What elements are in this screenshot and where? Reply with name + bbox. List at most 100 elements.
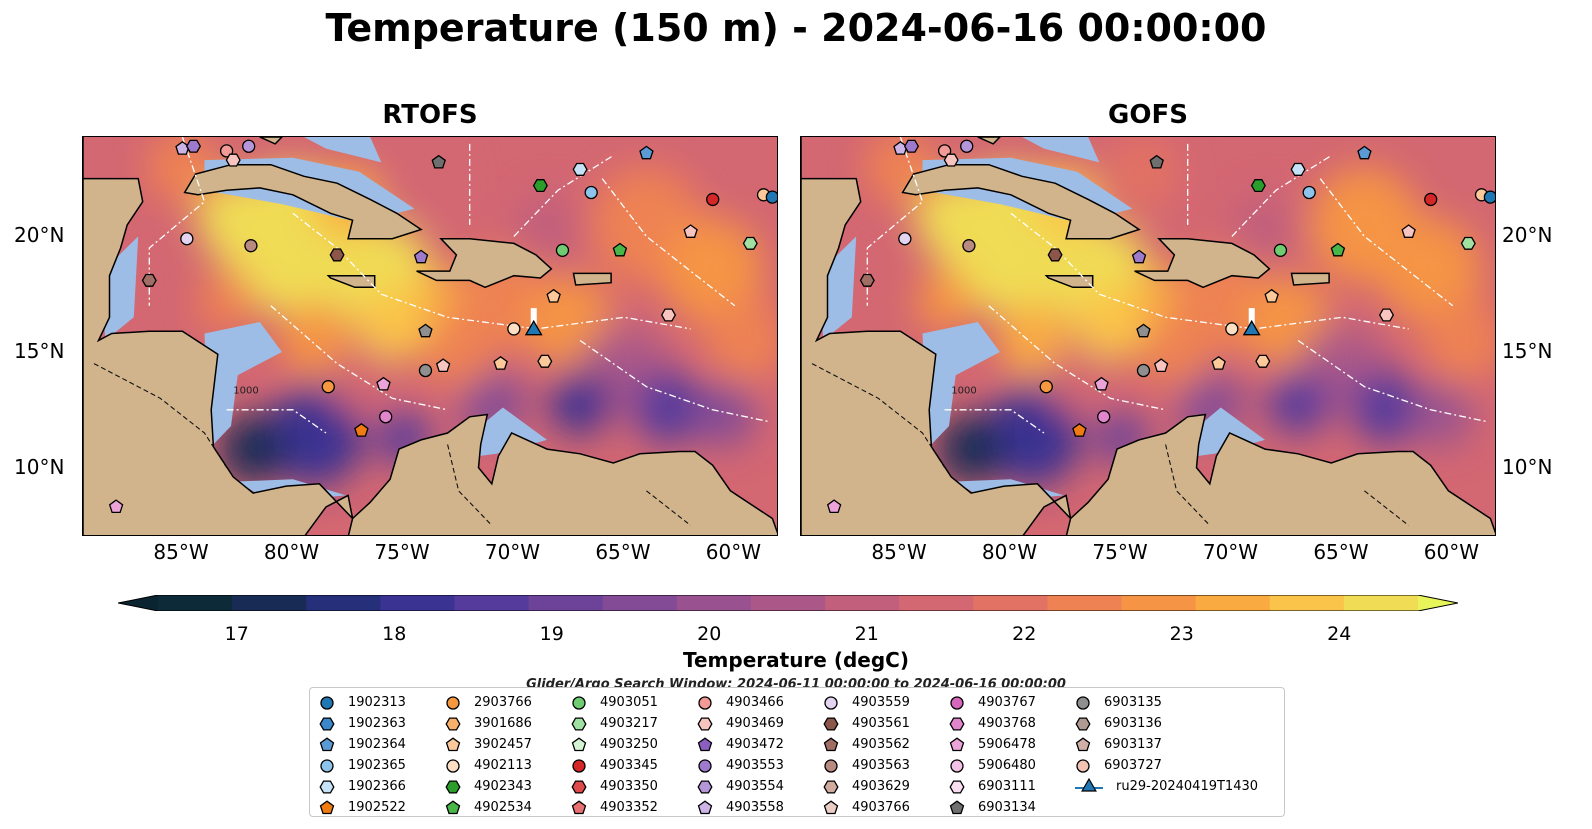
legend-item: 3901686 — [444, 713, 532, 734]
legend-column: 4903466 4903469 4903472 4903553 4903554 49035… — [696, 692, 784, 818]
legend-marker — [1076, 758, 1090, 773]
legend-label: 6903136 — [1104, 716, 1162, 731]
float-marker-icon — [697, 779, 713, 794]
legend-label: 4903562 — [852, 737, 910, 752]
float-marker — [1136, 323, 1151, 338]
colorbar-segment — [676, 595, 752, 611]
legend-marker — [445, 799, 461, 814]
legend-item: 4903554 — [696, 776, 784, 797]
float-marker-icon — [823, 716, 839, 731]
legend-marker — [824, 695, 838, 710]
float-marker — [660, 308, 677, 322]
legend-item: 1902365 — [318, 755, 406, 776]
legend-item: 4902113 — [444, 755, 532, 776]
float-marker — [1378, 308, 1395, 322]
country-border — [646, 490, 691, 526]
legend-item: 1902313 — [318, 692, 406, 713]
legend-item: 4902343 — [444, 776, 532, 797]
legend-marker — [319, 779, 335, 794]
legend-marker — [1076, 695, 1090, 710]
legend-label: 4903350 — [600, 779, 658, 794]
colorbar-segment — [825, 595, 900, 611]
lon-tick-label: 85°W — [153, 540, 209, 564]
eez-boundary — [579, 339, 769, 423]
lon-tick-label: 70°W — [1202, 540, 1259, 564]
float-marker-icon — [697, 799, 713, 814]
land — [977, 137, 1001, 145]
float-marker — [1302, 185, 1316, 200]
legend-marker — [697, 779, 713, 794]
colorbar-segment — [602, 595, 678, 611]
colorbar-segment — [528, 595, 604, 611]
legend-item: 4903559 — [822, 692, 910, 713]
legend-label: 4903767 — [978, 695, 1036, 710]
colorbar — [118, 595, 1458, 611]
float-marker-icon — [320, 695, 334, 710]
float-marker — [1460, 236, 1476, 250]
legend-label: 4902534 — [474, 800, 532, 815]
legend-label: 4903558 — [726, 800, 784, 815]
legend-item: 4903629 — [822, 776, 910, 797]
float-marker-icon — [823, 799, 839, 814]
colorbar-segment — [454, 595, 530, 611]
legend-marker — [697, 716, 713, 731]
legend-marker — [698, 695, 712, 710]
float-marker-icon — [319, 799, 335, 814]
legend-item: 6903134 — [948, 797, 1036, 818]
float-marker — [435, 358, 451, 373]
legend-label: 6903111 — [978, 779, 1036, 794]
eez-boundary — [601, 178, 736, 307]
float-marker-icon — [1075, 716, 1091, 731]
float-marker — [612, 242, 628, 257]
legend-item: 4902534 — [444, 797, 532, 818]
legend-label: 4903766 — [852, 800, 910, 815]
legend-item: 4903466 — [696, 692, 784, 713]
legend-label: 4903554 — [726, 779, 784, 794]
colorbar-segment — [1343, 595, 1419, 611]
land — [326, 274, 376, 289]
eez-boundary — [988, 305, 1166, 411]
eez-boundary — [226, 409, 327, 434]
legend-label: 4903352 — [600, 800, 658, 815]
legend-marker — [697, 736, 713, 751]
float-marker — [1153, 358, 1169, 373]
legend-item: 1902363 — [318, 713, 406, 734]
float-marker — [185, 139, 202, 153]
colorbar-tick-label: 17 — [224, 623, 249, 645]
legend-marker — [319, 716, 335, 731]
shelf-area — [102, 236, 139, 341]
legend-marker — [949, 716, 965, 731]
float-marker — [1290, 162, 1306, 176]
float-marker — [546, 288, 561, 303]
float-marker — [960, 139, 974, 153]
temperature-blob — [937, 414, 1005, 484]
temperature-blob — [390, 137, 461, 209]
land — [901, 163, 1141, 240]
legend-marker — [949, 779, 965, 794]
temperature-map-rtofs: 1000 — [83, 137, 777, 535]
legend-marker — [949, 799, 965, 814]
float-marker-icon — [824, 695, 838, 710]
glider-marker — [1242, 319, 1261, 336]
float-marker — [225, 153, 241, 167]
contour-label: 1000 — [951, 386, 976, 397]
legend-label: 4903217 — [600, 716, 658, 731]
float-marker-icon — [698, 758, 712, 773]
legend-label: 4902343 — [474, 779, 532, 794]
float-marker — [898, 232, 912, 246]
legend-marker — [1075, 736, 1091, 751]
legend-marker — [445, 716, 461, 731]
legend-marker — [698, 758, 712, 773]
float-marker — [742, 236, 758, 250]
float-marker — [555, 243, 570, 257]
float-marker — [1330, 242, 1346, 257]
temperature-blob — [633, 370, 704, 445]
float-marker — [1149, 154, 1164, 169]
legend-marker — [446, 758, 460, 773]
country-border — [1364, 490, 1409, 526]
float-marker — [379, 410, 393, 424]
temperature-blob — [706, 298, 777, 383]
float-marker — [765, 190, 777, 204]
lat-tick-label: 10°N — [14, 454, 65, 479]
legend-marker — [320, 695, 334, 710]
